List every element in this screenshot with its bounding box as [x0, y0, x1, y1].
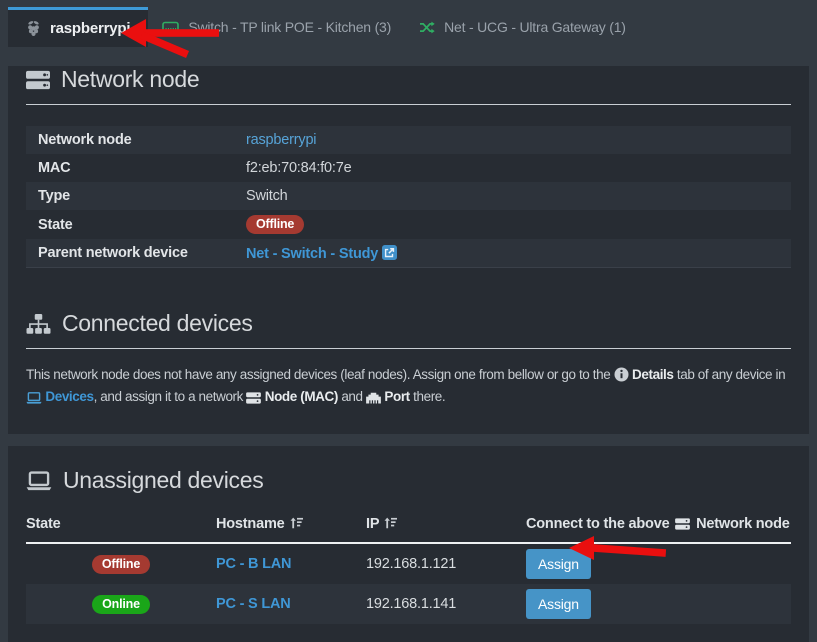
device-row: Offline PC - B LAN 192.168.1.121 Assign — [26, 543, 791, 584]
section-title-text: Network node — [61, 66, 200, 92]
column-header-hostname[interactable]: Hostname — [216, 506, 366, 544]
ip-value: 192.168.1.121 — [366, 556, 457, 572]
state-badge: Offline — [91, 554, 151, 574]
laptop-icon — [26, 470, 52, 491]
section-title-unassigned-devices: Unassigned devices — [26, 467, 791, 494]
tab-bar: raspberrypi Switch - TP link POE - Kitch… — [0, 0, 817, 47]
tab-switch-kitchen[interactable]: Switch - TP link POE - Kitchen (3) — [148, 7, 405, 47]
assign-button[interactable]: Assign — [526, 549, 591, 579]
sort-amount-up-icon — [384, 517, 398, 529]
raspberry-pi-icon — [26, 20, 41, 37]
sitemap-icon — [26, 313, 51, 334]
state-badge: Online — [92, 594, 150, 614]
info-label: Network node — [38, 132, 132, 148]
column-header-ip[interactable]: IP — [366, 506, 526, 544]
unassigned-devices-panel: Unassigned devices State Hostname IP Con… — [8, 446, 809, 642]
parent-device-link[interactable]: Net - Switch - Study — [246, 244, 398, 262]
info-value: Switch — [246, 188, 288, 204]
info-label: Type — [38, 188, 70, 204]
assign-button[interactable]: Assign — [526, 589, 591, 619]
section-title-text: Connected devices — [62, 310, 253, 336]
tab-label: Net - UCG - Ultra Gateway (1) — [444, 19, 626, 35]
laptop-icon — [26, 392, 42, 404]
switch-icon — [162, 20, 180, 34]
network-node-info-table: Network node raspberrypi MAC f2:eb:70:84… — [26, 126, 791, 268]
divider — [26, 348, 791, 349]
tab-net-gateway[interactable]: Net - UCG - Ultra Gateway (1) — [405, 7, 640, 47]
info-row: MAC f2:eb:70:84:f0:7e — [26, 154, 791, 182]
shuffle-icon — [419, 21, 435, 34]
info-row: State Offline — [26, 210, 791, 239]
node-mac-ref: Node (MAC) — [264, 389, 339, 404]
table-header-row: State Hostname IP Connect to the above N… — [26, 506, 791, 544]
info-label: Parent network device — [38, 245, 188, 261]
info-value: f2:eb:70:84:f0:7e — [246, 160, 352, 176]
ethernet-port-icon — [366, 392, 381, 404]
info-circle-icon — [614, 367, 629, 382]
devices-link[interactable]: Devices — [45, 389, 94, 404]
info-row: Network node raspberrypi — [26, 126, 791, 154]
column-header-state: State — [26, 506, 216, 544]
hostname-link[interactable]: PC - S LAN — [216, 596, 291, 612]
external-link-square-icon — [382, 244, 398, 260]
section-title-network-node: Network node — [26, 66, 791, 93]
details-tab-ref: Details — [632, 367, 674, 382]
network-node-link[interactable]: raspberrypi — [246, 132, 317, 148]
divider — [26, 104, 791, 105]
sort-amount-up-icon — [290, 517, 303, 529]
no-assigned-devices-message: This network node does not have any assi… — [26, 367, 786, 404]
port-ref: Port — [384, 389, 410, 404]
info-row: Type Switch — [26, 182, 791, 210]
tab-label: raspberrypi — [50, 20, 131, 37]
info-label: State — [38, 216, 73, 233]
tab-label: Switch - TP link POE - Kitchen (3) — [188, 19, 392, 35]
state-badge: Offline — [246, 215, 305, 234]
server-icon — [675, 518, 691, 530]
hostname-link[interactable]: PC - B LAN — [216, 556, 292, 572]
section-title-text: Unassigned devices — [63, 467, 264, 493]
unassigned-devices-table: State Hostname IP Connect to the above N… — [26, 506, 791, 624]
info-row: Parent network device Net - Switch - Stu… — [26, 239, 791, 268]
server-icon — [246, 392, 262, 404]
device-row: Online PC - S LAN 192.168.1.141 Assign — [26, 584, 791, 624]
tab-raspberrypi[interactable]: raspberrypi — [8, 7, 149, 47]
info-label: MAC — [38, 160, 71, 176]
network-node-panel: Network node Network node raspberrypi MA… — [8, 66, 809, 434]
column-header-connect: Connect to the above Network node — [526, 506, 791, 544]
ip-value: 192.168.1.141 — [366, 596, 457, 612]
server-icon — [26, 70, 50, 90]
section-title-connected-devices: Connected devices — [26, 310, 791, 337]
